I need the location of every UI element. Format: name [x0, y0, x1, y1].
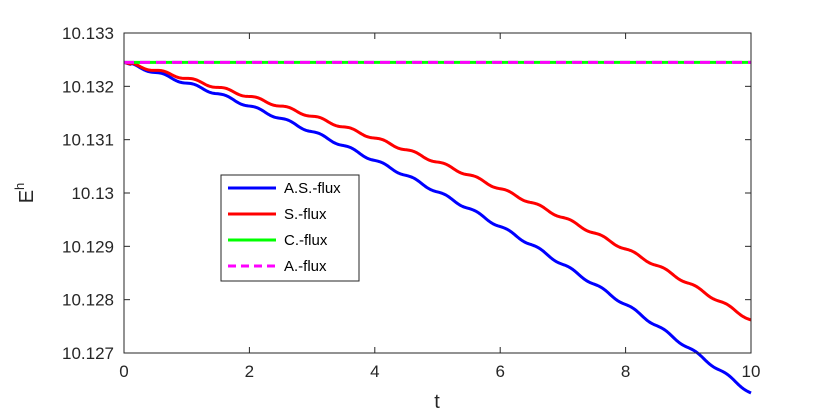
x-tick-label: 2 [245, 362, 254, 381]
y-tick-label: 10.127 [62, 344, 114, 363]
x-tick-label: 4 [370, 362, 379, 381]
x-axis-label: t [434, 391, 440, 413]
y-tick-label: 10.129 [62, 237, 114, 256]
x-tick-label: 8 [621, 362, 630, 381]
legend: A.S.-flux S.-flux C.-flux A.-flux [220, 174, 360, 282]
y-axis-label-superscript: h [12, 183, 27, 190]
x-tick-label: 6 [495, 362, 504, 381]
legend-label: C.-flux [284, 232, 328, 249]
ticks-layer [123, 32, 752, 354]
series-layer [123, 60, 752, 395]
x-tick-label: 10 [742, 362, 761, 381]
series-line-s-flux [123, 60, 752, 322]
legend-label: S.-flux [284, 206, 327, 223]
y-axis-label-group: Eh [12, 183, 38, 204]
legend-box [220, 174, 360, 282]
legend-label: A.S.-flux [284, 180, 341, 197]
legend-label: A.-flux [284, 258, 327, 275]
series-line-a-s-flux [123, 60, 752, 395]
tick-labels-layer: 0 2 4 6 8 10 10.127 10.128 10.129 10.13 10.131 10.1… [62, 24, 760, 381]
y-axis-label: Eh [12, 183, 38, 204]
y-tick-label: 10.132 [62, 77, 114, 96]
y-axis-label-main: E [16, 190, 38, 203]
y-tick-label: 10.128 [62, 291, 114, 310]
x-tick-label: 0 [119, 362, 128, 381]
y-tick-label: 10.133 [62, 24, 114, 43]
y-tick-label: 10.13 [71, 184, 114, 203]
y-tick-label: 10.131 [62, 131, 114, 150]
